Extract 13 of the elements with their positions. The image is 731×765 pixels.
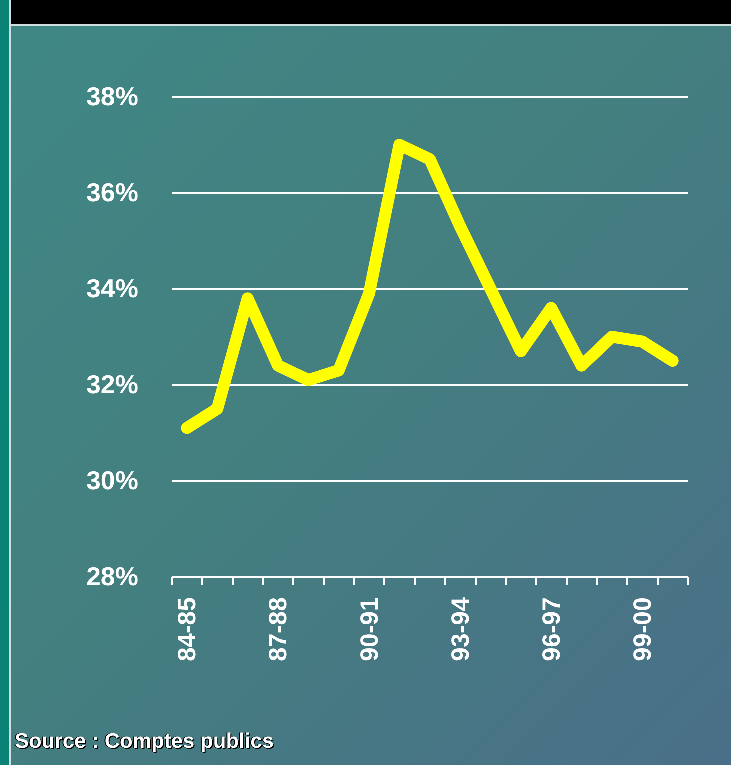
- y-tick-label: 34%: [86, 274, 138, 304]
- x-tick-label: 96-97: [538, 598, 566, 662]
- y-tick-label: 30%: [86, 466, 138, 496]
- y-tick-label: 36%: [86, 178, 138, 208]
- y-tick-label: 38%: [86, 82, 138, 112]
- x-tick-label: 99-00: [628, 598, 657, 662]
- x-tick-label: 93-94: [446, 597, 475, 662]
- source-note: Source : Comptes publics: [15, 730, 274, 754]
- y-tick-label: 32%: [86, 370, 138, 400]
- x-tick-label: 87-88: [264, 597, 293, 662]
- x-tick-label: 90-91: [356, 597, 384, 662]
- y-tick-label: 28%: [86, 562, 138, 592]
- x-tick-label: 84-85: [174, 597, 202, 662]
